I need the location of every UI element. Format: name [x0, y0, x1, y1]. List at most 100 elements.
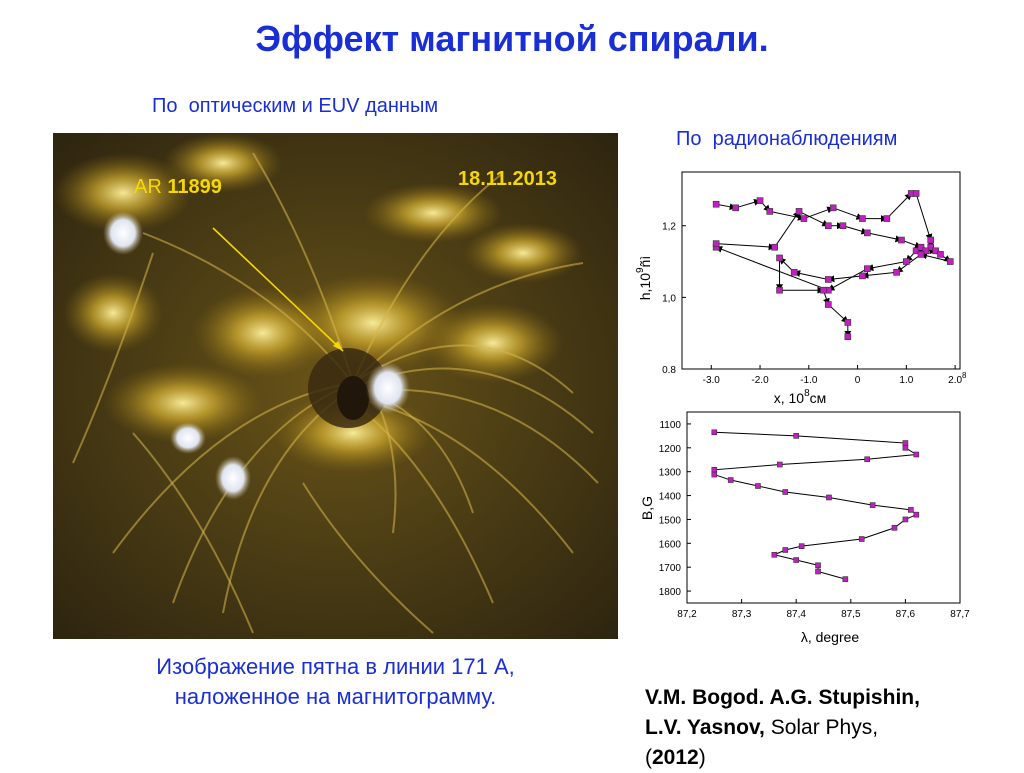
chart1-point — [825, 222, 832, 230]
chart1-point — [937, 251, 944, 258]
chart1-point — [893, 268, 900, 276]
chart1-x-tick-label: 2.0 — [948, 375, 962, 386]
solar-active-region-image — [53, 133, 618, 639]
chart1-point — [790, 268, 798, 276]
reference-author3: L.V. Yasnov, — [645, 716, 765, 739]
chart2-x-tick-label: 87,2 — [677, 609, 697, 620]
chart2-plot-frame — [686, 411, 961, 604]
active-region-prefix: AR — [134, 176, 168, 198]
chart1-segment — [915, 193, 933, 242]
chart1-point — [917, 251, 925, 258]
chart2-point — [755, 483, 761, 489]
chart1-point — [912, 247, 920, 255]
chart2-point — [869, 502, 876, 508]
chart1-segment — [803, 206, 835, 220]
chart1-point — [795, 208, 803, 215]
chart2-x-tick-label: 87,4 — [786, 609, 806, 620]
chart1-point — [771, 243, 778, 251]
chart2-y-tick-label: 1100 — [659, 420, 681, 431]
observation-date: 18.11.2013 — [458, 168, 557, 190]
chart1-segment — [798, 210, 830, 227]
chart2-point — [891, 524, 898, 531]
chart1-point — [859, 215, 866, 222]
slide-title: Эффект магнитной спирали. — [255, 18, 769, 59]
chart2-point — [793, 557, 799, 563]
chart1-ylabel-sup: 9 — [635, 267, 646, 273]
chart1-segment — [827, 268, 868, 291]
chart1-x-tick-label: -2.0 — [751, 375, 769, 386]
reference-authors-line1: V.M. Bogod. A.G. Stupishin, — [645, 686, 920, 709]
chart2-y-tick-label: 1800 — [659, 587, 682, 598]
chart2-x-tick-label: 87,7 — [950, 609, 970, 620]
chart2-point — [711, 429, 718, 436]
subtitle-optical-euv: По оптическим и EUV данным — [152, 95, 439, 117]
chart2-point — [793, 433, 799, 439]
chart2-point — [902, 445, 909, 451]
chart1-segment — [867, 232, 903, 243]
chart2-y-tick-label: 1700 — [659, 563, 682, 574]
chart1-point — [825, 301, 832, 308]
chart2-point — [815, 568, 821, 575]
chart2-point — [902, 516, 909, 523]
reference-journal: Solar Phys, — [764, 716, 879, 739]
chart1-y-tick-label: 0.8 — [662, 365, 676, 376]
chart1-point — [932, 247, 939, 255]
chart1-plot-frame — [681, 171, 961, 370]
chart1-point — [712, 240, 720, 247]
chart2-y-tick-label: 1200 — [659, 444, 682, 455]
chart1-segment — [861, 271, 897, 279]
chart2-x-tick-label: 87,6 — [896, 609, 916, 620]
chart1-ylabel-unit: ñì — [637, 256, 653, 268]
chart1-point — [829, 204, 837, 212]
chart1-point — [883, 215, 891, 222]
reference-year-open: ( — [645, 746, 652, 769]
chart2-x-tick-label: 87,5 — [841, 609, 861, 620]
chart2-point — [711, 471, 718, 478]
chart1-point — [800, 215, 808, 222]
chart2-point — [777, 461, 783, 468]
chart1-segment — [774, 210, 800, 248]
chart2-y-tick-label: 1600 — [659, 539, 682, 550]
chart1-segment — [886, 192, 912, 219]
chart1-point — [859, 272, 866, 280]
chart1-y-tick-label: 1,0 — [662, 293, 676, 304]
chart1-segment — [920, 252, 951, 263]
chart1-segment — [842, 225, 869, 235]
chart1-segment — [716, 243, 776, 251]
chart2-y-tick-label: 1300 — [659, 468, 682, 479]
chart1-point — [776, 286, 783, 294]
chart2-series-line — [713, 431, 918, 580]
chart1-segment — [833, 207, 864, 220]
chart1-point — [917, 243, 925, 251]
chart1-point — [922, 247, 930, 255]
chart2-point — [858, 536, 865, 542]
chart2-point — [842, 576, 849, 582]
chart2-point — [908, 507, 914, 513]
field-vs-lambda-chart: 87,2 87,3 87,4 87,5 87,6 87,7 1100 1200 1300 1400… — [639, 411, 970, 645]
chart1-point — [820, 286, 827, 294]
chart1-point — [776, 254, 783, 262]
reference-year: 2012 — [652, 746, 699, 769]
chart2-point — [913, 511, 920, 518]
reference-citation: V.M. Bogod. A.G. Stupishin, L.V. Yasnov,… — [645, 683, 1015, 773]
chart1-xlabel-base: x, 10 — [774, 390, 805, 405]
chart1-ylabel-base: h,10 — [637, 273, 653, 300]
chart2-point — [864, 456, 870, 463]
chart1-xlabel-unit: см — [810, 390, 827, 405]
chart2-y-tick-label: 1500 — [659, 515, 682, 526]
chart1-point — [732, 204, 739, 212]
chart1-x-axis-label: x, 108см — [774, 388, 827, 405]
chart1-segment — [827, 275, 863, 283]
chart2-point — [826, 494, 832, 501]
chart1-point — [825, 276, 832, 283]
chart2-x-axis-label: λ, degree — [801, 629, 860, 645]
chart1-point — [903, 258, 910, 265]
reference-year-close: ) — [698, 746, 706, 769]
chart1-point — [844, 319, 852, 326]
chart2-point — [815, 562, 821, 569]
chart1-x-tick-label: 1.0 — [899, 375, 913, 386]
chart1-point — [946, 258, 954, 265]
chart1-y-axis-label: h,109ñì — [635, 256, 653, 301]
chart2-y-tick-label: 1400 — [659, 492, 682, 503]
chart1-point — [844, 333, 852, 341]
